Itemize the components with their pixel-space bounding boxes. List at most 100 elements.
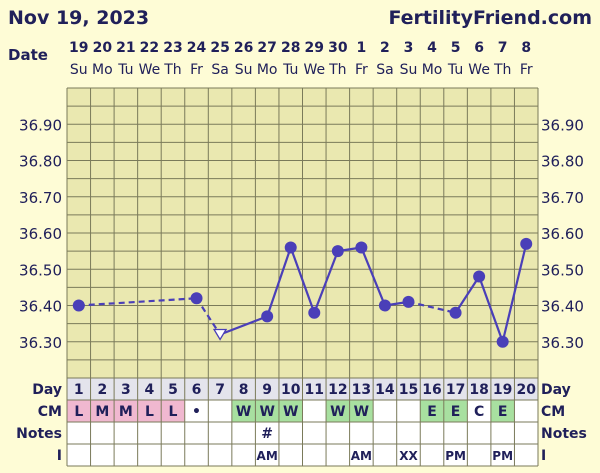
day-label: 16 [422,382,441,398]
date-label: 25 [210,40,229,56]
notes-label: # [261,426,273,442]
temp-point [72,299,85,312]
cm-label: E [498,404,508,420]
y-tick-label-left: 36.30 [19,334,62,352]
day-label: 5 [168,382,178,398]
date-label: 2 [380,40,390,56]
y-tick-label-left: 36.40 [19,298,62,316]
row-label-cm-left: CM [38,404,62,420]
site-name: FertilityFriend.com [388,7,592,29]
temp-point [190,292,203,305]
temp-line-segment [219,315,268,336]
i-label: AM [257,449,278,463]
date-label: 20 [93,40,113,56]
weekday-label: Mo [422,62,443,78]
day-label: 18 [469,382,488,398]
cm-label: M [119,404,133,420]
day-label: 3 [121,382,131,398]
date-label: 22 [140,40,159,56]
date-row-label: Date [8,46,48,64]
y-tick-label-left: 36.50 [19,261,62,279]
cm-label: M [95,404,109,420]
weekday-label: We [468,62,490,78]
row-label-notes-right: Notes [541,426,587,442]
temp-point [308,306,321,319]
row-label-i-left: I [57,448,62,464]
weekday-label: Fr [190,62,203,78]
temp-line-segment [266,247,292,317]
temp-point [378,299,391,312]
weekday-label: Th [493,62,511,78]
day-label: 20 [516,382,536,398]
weekday-label: We [139,62,161,78]
cm-label: • [192,404,201,420]
temp-line-segment [289,247,316,314]
temp-line-segment [454,275,481,314]
weekday-label: Fr [355,62,368,78]
date-label: 26 [234,40,253,56]
temp-point [449,306,462,319]
day-label: 6 [192,382,202,398]
temp-point [261,310,274,323]
temp-point [284,241,297,254]
cm-label: W [283,404,298,420]
weekday-label: Tu [282,62,298,78]
weekday-label: Mo [92,62,113,78]
cm-label: L [145,404,154,420]
day-label: 19 [493,382,512,398]
date-label: 8 [521,40,531,56]
day-label: 12 [328,382,347,398]
weekday-label: Mo [257,62,278,78]
y-tick-label-right: 36.40 [541,298,584,316]
temp-line-segment [501,243,528,343]
temp-line-segment [408,300,456,314]
date-label: 29 [305,40,324,56]
cm-cell-green [420,400,444,422]
cm-cell-pink [67,400,91,422]
y-tick-label-left: 36.60 [19,225,62,243]
i-label: PM [492,449,513,463]
y-tick-label-right: 36.50 [541,261,584,279]
temp-point [402,295,415,308]
y-tick-label-right: 36.70 [541,189,584,207]
y-tick-label-left: 36.70 [19,189,62,207]
weekday-label: Th [328,62,346,78]
weekday-label: Su [400,62,418,78]
date-label: 7 [498,40,508,56]
cm-label: E [427,404,437,420]
day-label: 15 [399,382,418,398]
day-label: 11 [305,382,324,398]
date-label: 21 [116,40,135,56]
row-label-notes-left: Notes [16,426,62,442]
cm-cell-pink [114,400,138,422]
cm-cell-green [231,400,256,422]
cm-label: C [474,404,484,420]
y-tick-label-left: 36.90 [19,116,62,134]
row-label-i-right: I [541,448,546,464]
cm-cell-green [326,400,350,422]
temp-point [520,237,533,250]
date-label: 28 [281,40,300,56]
y-tick-label-right: 36.80 [541,153,584,171]
weekday-label: We [303,62,325,78]
cm-label: L [74,404,83,420]
temp-line-segment [478,276,504,343]
i-label: PM [445,449,466,463]
day-label: 4 [145,382,155,398]
day-label: 17 [446,382,465,398]
cm-label: W [354,404,369,420]
y-tick-label-right: 36.90 [541,116,584,134]
date-label: 6 [474,40,484,56]
temp-point [355,241,368,254]
y-tick-label-right: 36.60 [541,225,584,243]
weekday-label: Tu [447,62,463,78]
weekday-label: Su [235,62,253,78]
cm-label: W [259,404,274,420]
cm-label: E [451,404,461,420]
day-label: 10 [281,382,301,398]
i-label: XX [399,449,418,463]
cm-cell-green [490,400,515,422]
date-label: 24 [187,40,207,56]
cm-cell-pink [90,400,115,422]
